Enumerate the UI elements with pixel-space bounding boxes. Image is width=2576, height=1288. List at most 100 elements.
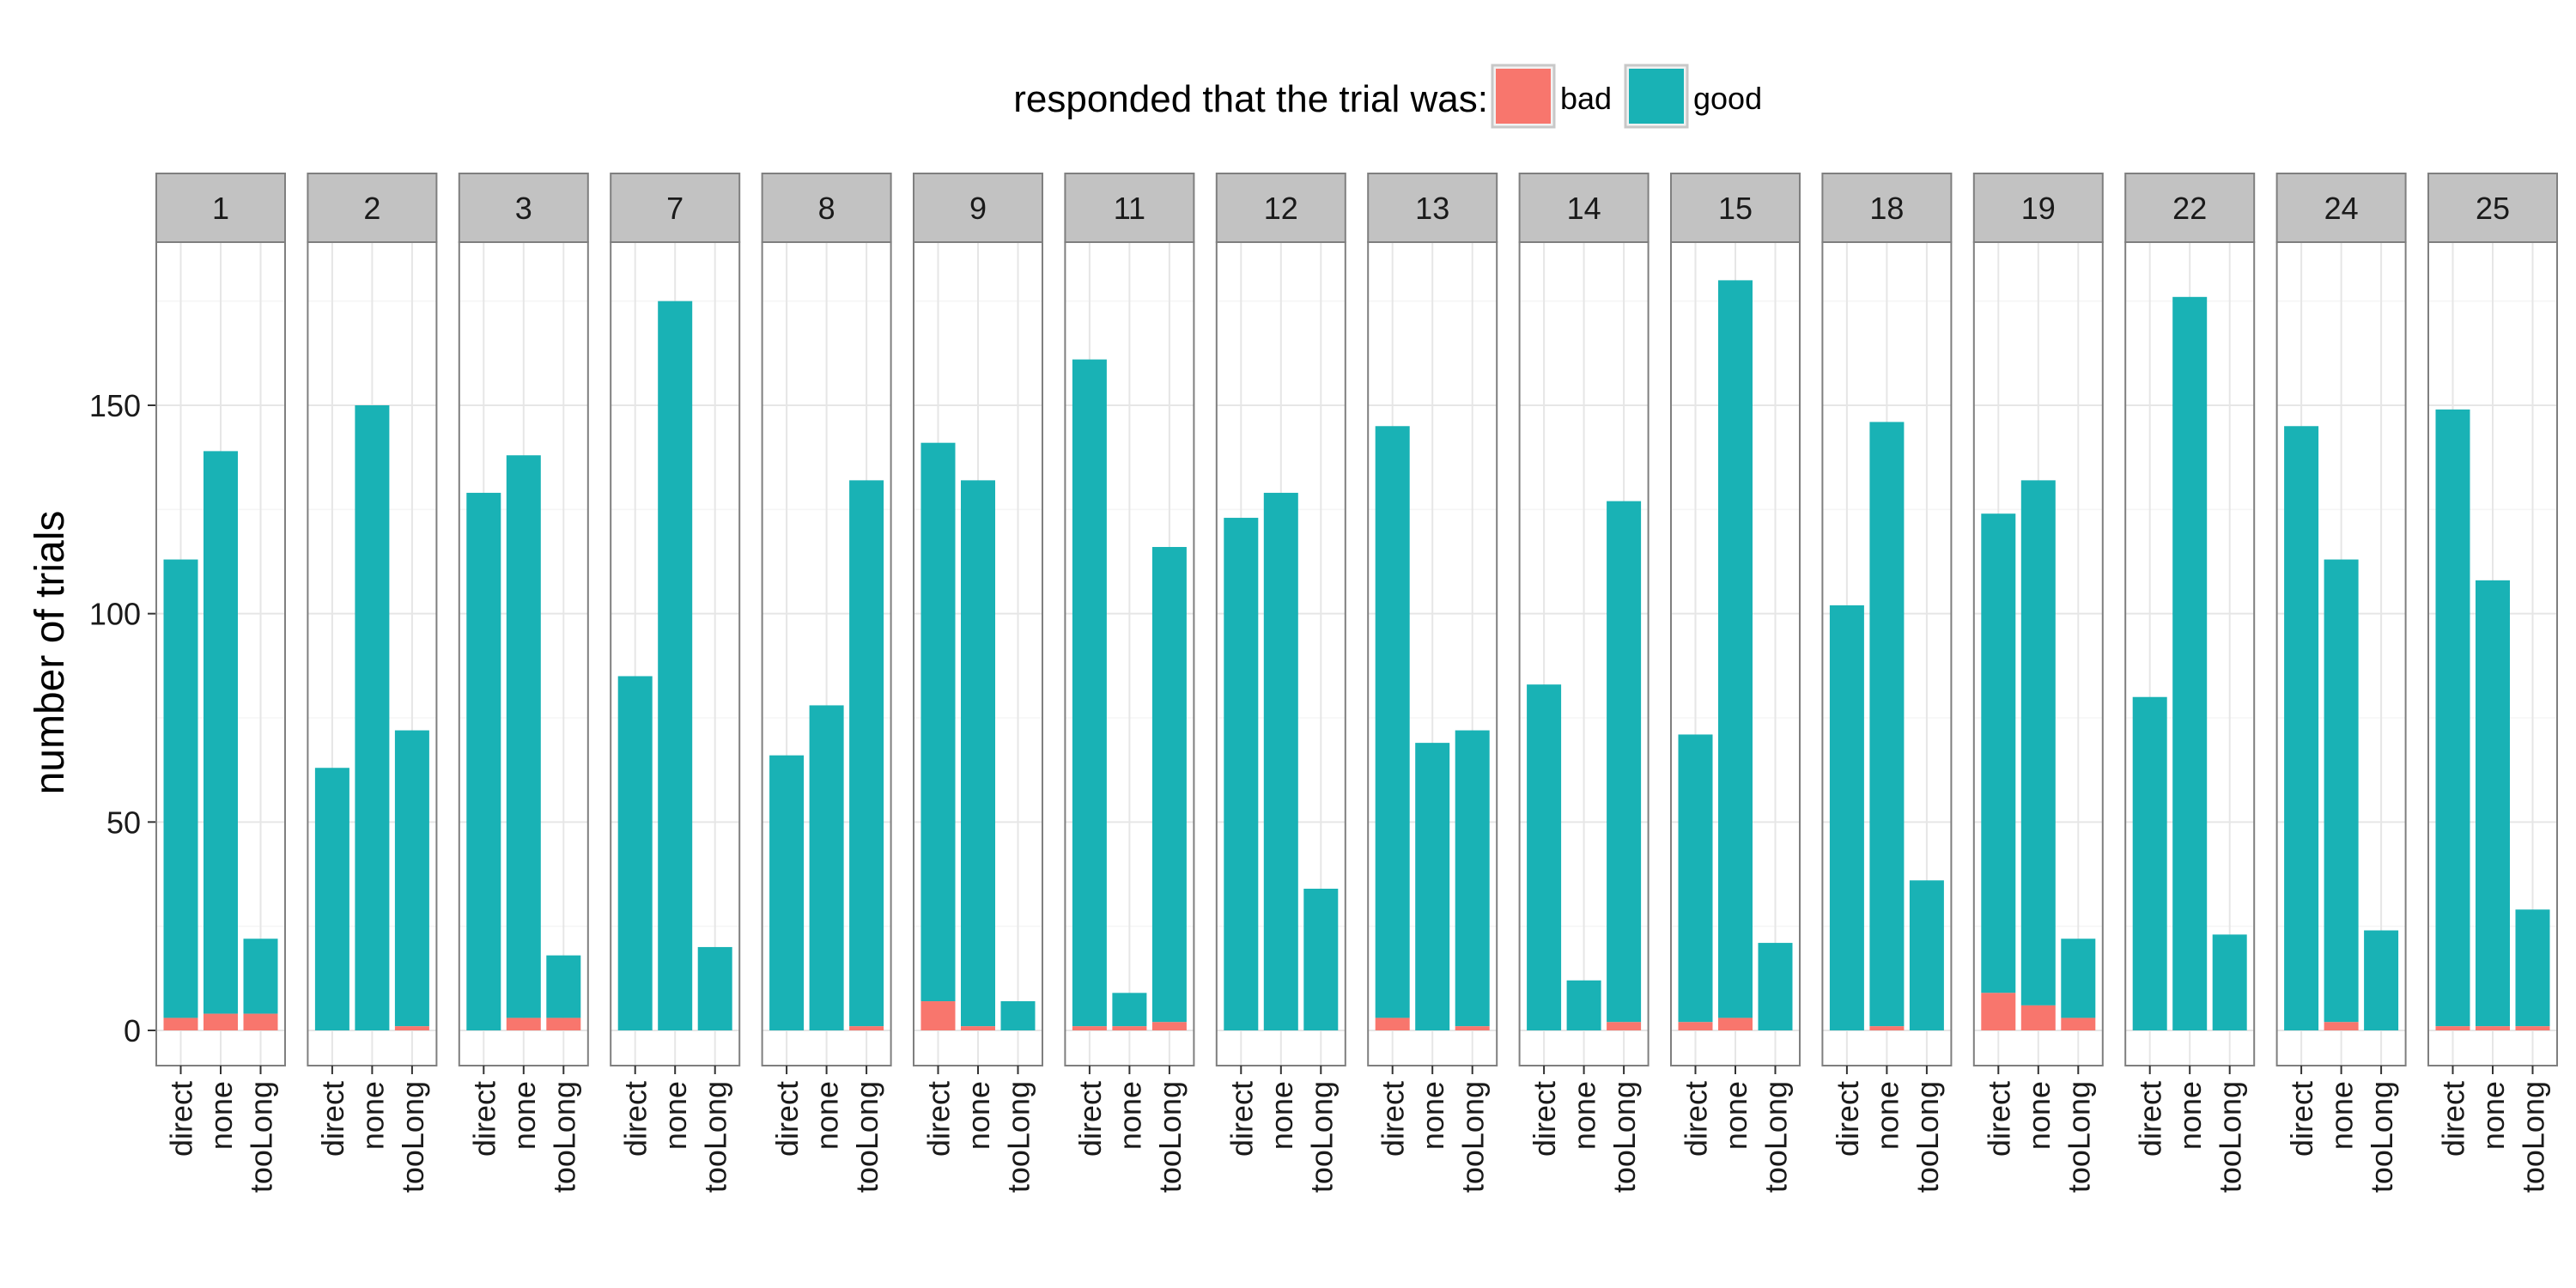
x-tick-label: direct bbox=[2133, 1081, 2168, 1157]
bar-good bbox=[394, 730, 429, 1027]
bar-bad bbox=[394, 1026, 429, 1030]
bar-good bbox=[2476, 580, 2510, 1027]
x-tick-label: none bbox=[507, 1081, 542, 1150]
bar-good bbox=[1072, 359, 1107, 1027]
bar-bad bbox=[243, 1013, 278, 1030]
bar-good bbox=[506, 455, 541, 1018]
bar-good bbox=[1375, 426, 1410, 1018]
facet-panel: 7 direct none tooLong bbox=[610, 173, 741, 1193]
bar-bad bbox=[1678, 1022, 1713, 1030]
facet-strip-label: 19 bbox=[2021, 191, 2056, 226]
bar-good bbox=[809, 705, 844, 1030]
bar-good bbox=[2061, 939, 2096, 1018]
facet-strip-label: 2 bbox=[363, 191, 380, 226]
x-tick-label: tooLong bbox=[698, 1081, 733, 1193]
facet-panel: 24 direct none tooLong bbox=[2275, 173, 2407, 1193]
x-tick-label: none bbox=[204, 1081, 239, 1150]
bar-bad bbox=[1981, 993, 2016, 1030]
facet-strip bbox=[1821, 173, 1953, 243]
y-tick-label: 100 bbox=[89, 597, 141, 632]
facet-strip bbox=[2427, 173, 2558, 243]
facet-strip-label: 7 bbox=[666, 191, 683, 226]
x-tick-label: none bbox=[1415, 1081, 1450, 1150]
bar-good bbox=[2284, 426, 2319, 1030]
facet-strip-label: 1 bbox=[212, 191, 229, 226]
facet-panel: 1 direct none tooLong bbox=[155, 173, 286, 1193]
x-tick-label: none bbox=[658, 1081, 693, 1150]
facet-panel: 9 direct none tooLong bbox=[913, 173, 1043, 1193]
x-tick-label: direct bbox=[164, 1081, 199, 1157]
facet-strip bbox=[1367, 173, 1498, 243]
x-tick-label: tooLong bbox=[395, 1081, 430, 1193]
facet-strip bbox=[1064, 173, 1195, 243]
x-tick-label: tooLong bbox=[1759, 1081, 1794, 1193]
x-tick-label: none bbox=[2021, 1081, 2057, 1150]
bar-good bbox=[1566, 980, 1601, 1030]
bar-good bbox=[2212, 934, 2247, 1030]
x-tick-label: none bbox=[2476, 1081, 2511, 1150]
facet-panel: 14 direct none tooLong bbox=[1518, 173, 1649, 1193]
legend-title: responded that the trial was: bbox=[1013, 78, 1488, 120]
bar-good bbox=[1829, 605, 1864, 1030]
facet-panel: 22 direct none tooLong bbox=[2124, 173, 2256, 1193]
bar-good bbox=[617, 676, 653, 1030]
x-tick-label: none bbox=[355, 1081, 390, 1150]
bar-good bbox=[1000, 1001, 1036, 1030]
facet-panel: 3 direct none tooLong bbox=[458, 173, 589, 1193]
bar-good bbox=[1909, 880, 1944, 1030]
bar-good bbox=[2132, 696, 2167, 1030]
bar-good bbox=[1455, 730, 1490, 1027]
x-tick-label: direct bbox=[466, 1081, 501, 1157]
legend-label-good: good bbox=[1693, 81, 1762, 116]
x-tick-label: tooLong bbox=[546, 1081, 581, 1193]
x-tick-label: direct bbox=[1981, 1081, 2016, 1157]
bar-good bbox=[697, 946, 732, 1030]
x-tick-label: direct bbox=[1679, 1081, 1714, 1157]
x-tick-label: tooLong bbox=[1303, 1081, 1339, 1193]
bar-bad bbox=[2324, 1022, 2359, 1030]
x-tick-label: tooLong bbox=[2516, 1081, 2551, 1193]
x-tick-label: direct bbox=[1376, 1081, 1411, 1157]
facet-strip-label: 13 bbox=[1415, 191, 1449, 226]
bar-good bbox=[163, 559, 198, 1018]
bar-bad bbox=[2476, 1026, 2510, 1030]
x-tick-label: direct bbox=[618, 1081, 653, 1157]
bar-good bbox=[2324, 559, 2359, 1023]
bar-good bbox=[204, 451, 238, 1014]
x-tick-label: tooLong bbox=[1152, 1081, 1188, 1193]
bar-good bbox=[314, 768, 349, 1030]
bar-good bbox=[1678, 734, 1713, 1023]
x-tick-label: tooLong bbox=[2061, 1081, 2096, 1193]
bar-bad bbox=[163, 1018, 198, 1030]
bar-bad bbox=[546, 1018, 581, 1030]
x-tick-label: none bbox=[1869, 1081, 1905, 1150]
legend-key-good bbox=[1629, 69, 1684, 124]
x-tick-label: direct bbox=[921, 1081, 957, 1157]
bar-bad bbox=[1607, 1022, 1642, 1030]
x-tick-label: direct bbox=[2436, 1081, 2471, 1157]
bar-bad bbox=[2515, 1026, 2550, 1030]
x-tick-label: tooLong bbox=[849, 1081, 884, 1193]
bar-good bbox=[1303, 888, 1339, 1030]
bar-bad bbox=[920, 1001, 956, 1030]
x-tick-label: none bbox=[1264, 1081, 1299, 1150]
x-tick-label: direct bbox=[769, 1081, 805, 1157]
x-tick-label: none bbox=[1567, 1081, 1602, 1150]
facet-strip-label: 18 bbox=[1869, 191, 1904, 226]
facet-panel: 2 direct none tooLong bbox=[307, 173, 438, 1193]
bar-good bbox=[1224, 518, 1259, 1030]
y-tick-label: 50 bbox=[106, 805, 141, 840]
facet-panel: 8 direct none tooLong bbox=[761, 173, 892, 1193]
facet-panel: 12 direct none tooLong bbox=[1215, 173, 1346, 1193]
x-tick-label: tooLong bbox=[244, 1081, 279, 1193]
x-tick-label: tooLong bbox=[2213, 1081, 2248, 1193]
bar-good bbox=[466, 492, 501, 1030]
x-tick-label: tooLong bbox=[1455, 1081, 1491, 1193]
bar-good bbox=[1112, 993, 1147, 1027]
facet-strip bbox=[2275, 173, 2407, 243]
bar-good bbox=[355, 405, 390, 1030]
x-tick-label: direct bbox=[1830, 1081, 1865, 1157]
bar-bad bbox=[849, 1026, 884, 1030]
bar-good bbox=[1869, 422, 1905, 1027]
